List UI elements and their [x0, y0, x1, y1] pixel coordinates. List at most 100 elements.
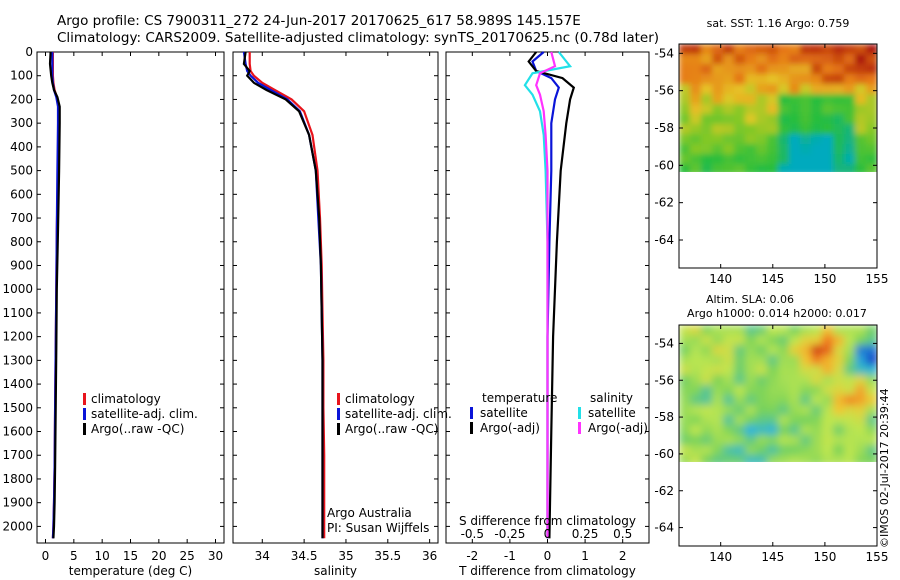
difference-legend-entry: satellite	[588, 406, 636, 420]
salinity-legend-swatch	[337, 393, 340, 405]
depth-tick-label: 700	[10, 211, 33, 225]
sla-map-lon-label: 155	[866, 550, 889, 564]
difference-legend-entry: satellite	[480, 406, 528, 420]
temperature-xtick-label: 10	[95, 549, 110, 563]
depth-tick-label: 800	[10, 235, 33, 249]
sst-map-lon-label: 145	[761, 272, 784, 286]
sst-map-title: sat. SST: 1.16 Argo: 0.759	[707, 17, 850, 30]
sla-map-frame	[678, 324, 878, 547]
salinity-annotation: PI: Susan Wijffels	[327, 521, 429, 535]
sst-map-frame	[678, 43, 878, 269]
sst-map-lat-label: -60	[654, 158, 674, 172]
difference-s-tick-label: 0.5	[613, 527, 632, 541]
salinity-series-climatology	[248, 52, 326, 539]
figure-title-line1: Argo profile: CS 7900311_272 24-Jun-2017…	[57, 13, 581, 29]
difference-s-tick-label: -0.25	[494, 527, 525, 541]
sla-map-lat-label: -60	[654, 447, 674, 461]
temperature-legend-entry: climatology	[91, 392, 161, 406]
salinity-series-satellite-adj-clim-	[242, 51, 324, 539]
salinity-series-argo-raw-qc-	[242, 51, 324, 539]
difference-s-tick-label: 0.25	[572, 527, 599, 541]
temperature-xtick-label: 15	[123, 549, 138, 563]
depth-tick-label: 2000	[2, 519, 33, 533]
difference-s-tick-label: 0	[544, 527, 552, 541]
temperature-legend-swatch	[83, 408, 86, 420]
depth-tick-label: 1000	[2, 282, 33, 296]
temperature-xtick-label: 5	[70, 549, 78, 563]
temperature-xtick-label: 0	[42, 549, 50, 563]
salinity-legend-swatch	[337, 408, 340, 420]
sla-map-field	[679, 325, 877, 462]
sst-map-field-blur	[679, 44, 877, 172]
sla-map-lat-label: -56	[654, 373, 674, 387]
salinity-legend-swatch	[337, 423, 340, 435]
sst-map-lat-label: -54	[654, 46, 674, 60]
salinity-xtick-label: 34	[255, 549, 270, 563]
difference-s-tick-label: -0.5	[461, 527, 484, 541]
depth-tick-label: 1700	[2, 448, 33, 462]
salinity-xtick-label: 35.5	[374, 549, 401, 563]
temperature-axes-frame	[36, 51, 225, 544]
temperature-legend-swatch	[83, 393, 86, 405]
difference-legend-swatch	[578, 422, 581, 434]
difference-series-salinity-argo-adj-	[535, 51, 557, 539]
salinity-xtick-label: 36	[422, 549, 437, 563]
salinity-xtick-label: 34.5	[291, 549, 318, 563]
temperature-legend-swatch	[83, 423, 86, 435]
temperature-xtick-label: 25	[180, 549, 195, 563]
difference-legend-swatch	[578, 407, 581, 419]
sla-map-lat-label: -64	[654, 521, 674, 535]
depth-tick-label: 1900	[2, 496, 33, 510]
sst-map-lat-label: -56	[654, 84, 674, 98]
difference-legend-entry: Argo(-adj)	[588, 421, 648, 435]
salinity-legend-entry: climatology	[345, 392, 415, 406]
depth-tick-label: 1300	[2, 353, 33, 367]
difference-legend-title: salinity	[590, 391, 633, 405]
salinity-legend-entry: satellite-adj. clim.	[345, 407, 452, 421]
depth-tick-label: 0	[25, 45, 33, 59]
sla-map-lon-label: 150	[813, 550, 836, 564]
depth-tick-label: 200	[10, 92, 33, 106]
sla-map-lon-label: 145	[761, 550, 784, 564]
depth-tick-label: 1100	[2, 306, 33, 320]
salinity-xlabel: salinity	[314, 564, 357, 578]
salinity-annotation: Argo Australia	[327, 506, 412, 520]
depth-tick-label: 1200	[2, 330, 33, 344]
sla-map-field-blur	[679, 325, 877, 462]
difference-legend-entry: Argo(-adj)	[480, 421, 540, 435]
sst-map-lon-label: 140	[709, 272, 732, 286]
temperature-legend-entry: Argo(..raw -QC)	[91, 422, 184, 436]
salinity-legend-entry: Argo(..raw -QC)	[345, 422, 438, 436]
difference-xtick-label: -2	[466, 549, 478, 563]
depth-tick-label: 900	[10, 258, 33, 272]
sst-map-lon-label: 150	[813, 272, 836, 286]
temperature-legend-entry: satellite-adj. clim.	[91, 407, 198, 421]
difference-xtick-label: 1	[581, 549, 589, 563]
salinity-xtick-label: 35	[338, 549, 353, 563]
temperature-xtick-label: 20	[151, 549, 166, 563]
sla-map-title: Altim. SLA: 0.06	[706, 293, 794, 306]
difference-xtick-label: 0	[544, 549, 552, 563]
sla-map-lat-label: -62	[654, 484, 674, 498]
sst-map-lat-label: -62	[654, 196, 674, 210]
sla-map-lat-label: -58	[654, 410, 674, 424]
depth-tick-label: 300	[10, 116, 33, 130]
temperature-xlabel: temperature (deg C)	[69, 564, 192, 578]
salinity-axes-frame	[232, 51, 439, 544]
temperature-xtick-label: 30	[208, 549, 223, 563]
sla-map-lat-label: -54	[654, 336, 674, 350]
depth-tick-label: 500	[10, 164, 33, 178]
difference-xtick-label: 2	[619, 549, 627, 563]
depth-tick-label: 400	[10, 140, 33, 154]
difference-xtick-label: -1	[504, 549, 516, 563]
difference-legend-title: temperature	[482, 391, 557, 405]
difference-legend-swatch	[470, 422, 473, 434]
difference-legend-swatch	[470, 407, 473, 419]
depth-tick-label: 1500	[2, 401, 33, 415]
depth-tick-label: 1800	[2, 472, 33, 486]
difference-xlabel-top: S difference from climatology	[459, 514, 636, 528]
sst-map-field	[679, 44, 877, 172]
sla-map-lon-label: 140	[709, 550, 732, 564]
sst-map-lat-label: -58	[654, 121, 674, 135]
